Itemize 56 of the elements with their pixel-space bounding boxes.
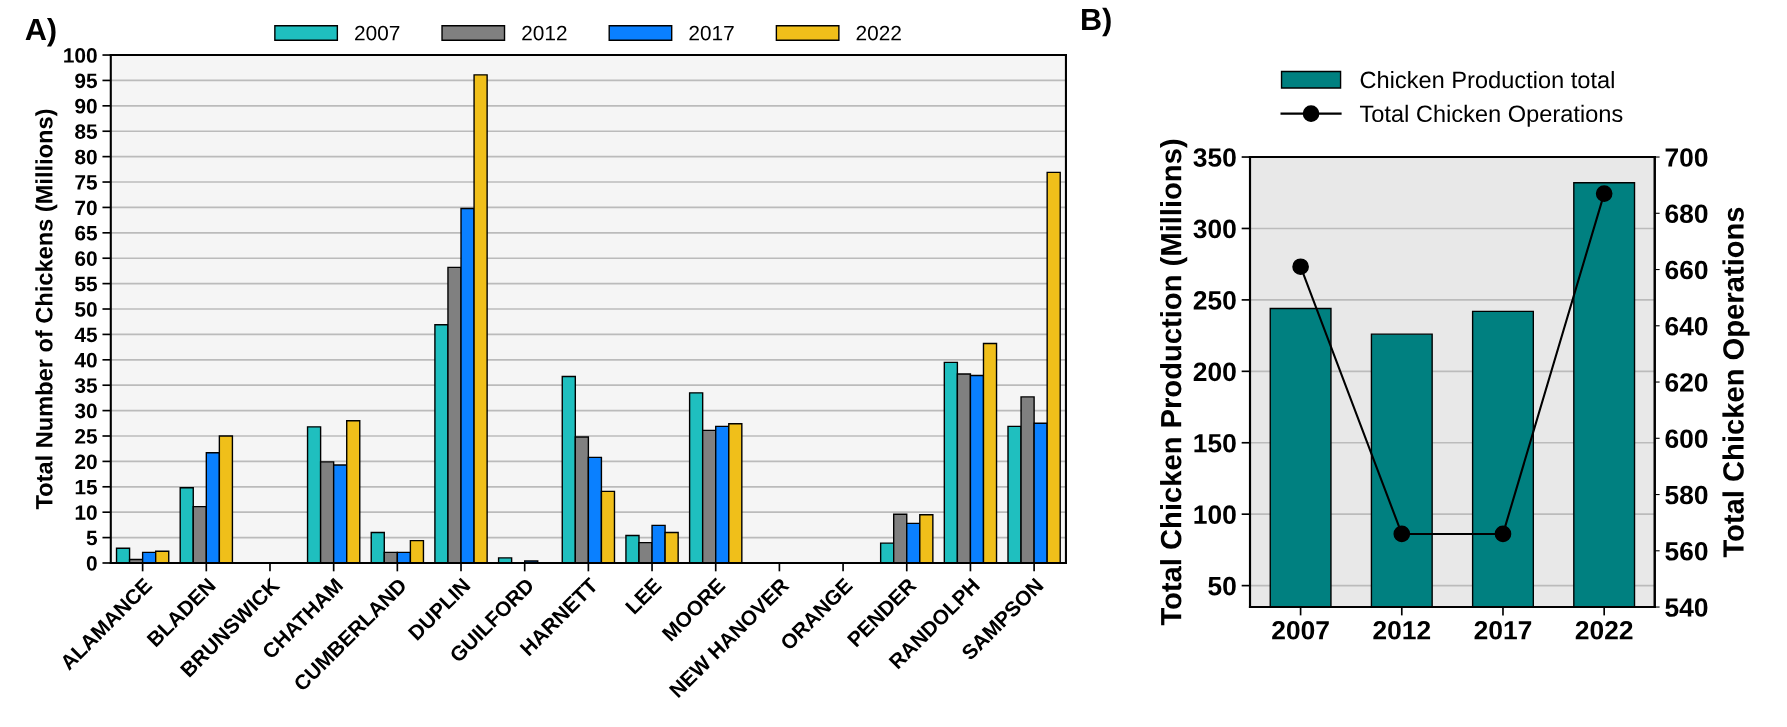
y-tick-label: 40 xyxy=(74,352,97,368)
y-tick-label: 15 xyxy=(75,480,98,495)
y-tick-label: 100 xyxy=(64,48,97,63)
y-tick-label: 55 xyxy=(75,276,98,292)
y-tick-label: 80 xyxy=(75,149,97,165)
y-tick-label: 50 xyxy=(1208,576,1236,596)
y-tick-label: 100 xyxy=(1194,505,1236,525)
y-tick-label: 90 xyxy=(75,98,97,114)
x-tick-label: 2017 xyxy=(1474,620,1532,640)
text: B) xyxy=(1082,7,1111,37)
y2-tick-label: 560 xyxy=(1665,541,1708,561)
y-tick-label: 65 xyxy=(75,225,98,241)
y-tick-label: 30 xyxy=(74,403,97,419)
y-tick-label: 95 xyxy=(75,73,98,89)
legend-label: Total Chicken Operations xyxy=(1359,104,1623,127)
y-tick-label: 70 xyxy=(75,200,97,216)
y-axis-title: Total Chicken Production (Millions) xyxy=(1160,139,1188,626)
legend-label: 2007 xyxy=(355,25,400,41)
x-tick-label: 2012 xyxy=(1373,620,1431,640)
y2-tick-label: 640 xyxy=(1665,316,1708,336)
legend-label: 2022 xyxy=(856,25,901,41)
y2-tick-label: 700 xyxy=(1665,148,1708,167)
y2-tick-label: 620 xyxy=(1665,373,1708,392)
y2-tick-label: 600 xyxy=(1665,429,1708,449)
y-tick-label: 20 xyxy=(75,454,97,470)
legend-label: 2017 xyxy=(689,25,734,41)
y-tick-label: 85 xyxy=(75,124,98,139)
x-tick-label: 2022 xyxy=(1575,620,1633,640)
y-tick-label: 10 xyxy=(75,505,97,520)
y-tick-label: 60 xyxy=(75,251,97,266)
y-tick-label: 350 xyxy=(1193,148,1236,167)
y-tick-label: 150 xyxy=(1194,433,1236,453)
x-tick-label: 2007 xyxy=(1272,620,1329,640)
legend-label: 2012 xyxy=(522,25,567,41)
point xyxy=(1494,525,1512,543)
y-tick-label: 35 xyxy=(74,378,98,393)
y-tick-label: 5 xyxy=(86,530,98,546)
y2-tick-label: 540 xyxy=(1665,598,1708,617)
text: A) xyxy=(25,17,56,47)
y2-tick-label: 660 xyxy=(1665,260,1708,280)
y-tick-label: 300 xyxy=(1193,219,1236,239)
y-tick-label: 75 xyxy=(75,175,98,190)
y2-axis-title: Total Chicken Operations xyxy=(1722,207,1750,558)
y-axis-title: Total Number of Chickens (Millions) xyxy=(35,109,58,510)
point xyxy=(1595,185,1613,202)
y-tick-label: 25 xyxy=(75,429,98,444)
point xyxy=(1393,525,1411,543)
y2-tick-label: 580 xyxy=(1665,485,1708,505)
legend-label: Chicken Production total xyxy=(1360,70,1614,89)
y-tick-label: 0 xyxy=(86,555,97,571)
y2-tick-label: 680 xyxy=(1665,204,1708,224)
y-tick-label: 250 xyxy=(1193,291,1236,310)
point xyxy=(1292,258,1309,276)
y-tick-label: 50 xyxy=(75,302,97,317)
y-tick-label: 45 xyxy=(74,327,98,343)
y-tick-label: 200 xyxy=(1193,362,1236,382)
